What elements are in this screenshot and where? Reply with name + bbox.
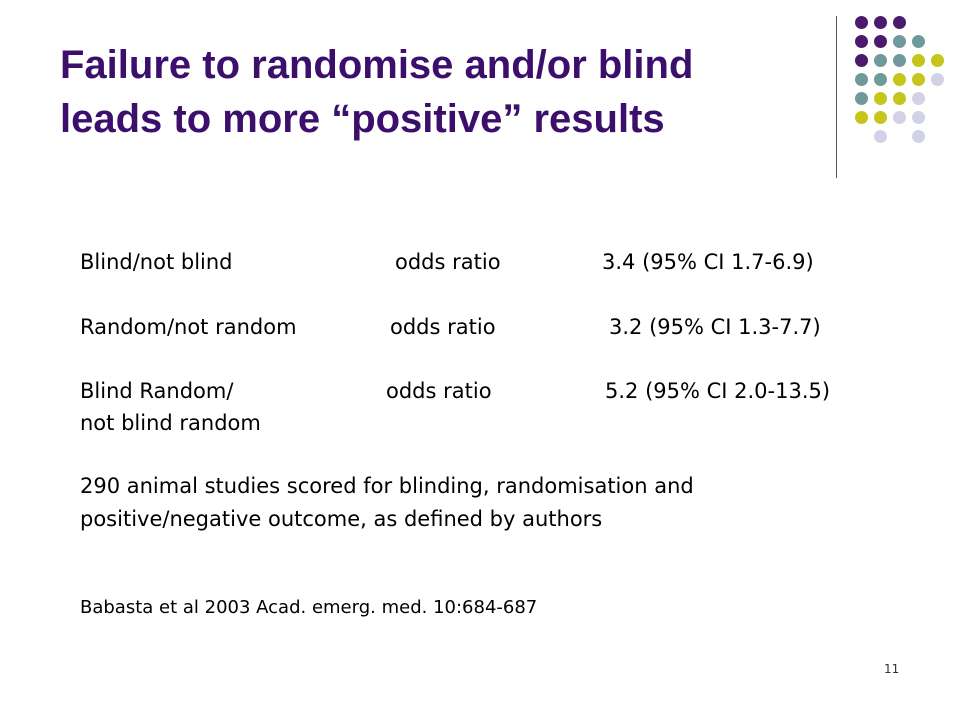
page-number: 11	[884, 662, 900, 676]
decorative-dot	[855, 92, 868, 105]
decorative-dot	[855, 73, 868, 86]
decorative-dot	[855, 54, 868, 67]
decorative-dot	[874, 35, 887, 48]
divider-line	[836, 16, 837, 178]
slide-title: Failure to randomise and/or blind leads …	[60, 38, 820, 146]
study-note-line-2: positive/negative outcome, as defined by…	[80, 507, 603, 531]
decorative-dot	[855, 16, 868, 29]
result-value: 3.4 (95% CI 1.7-6.9)	[602, 250, 814, 274]
result-row-random: Random/not random odds ratio 3.2 (95% CI…	[0, 311, 960, 343]
result-comparison: Blind Random/	[80, 379, 234, 403]
slide-title-line-2: leads to more “positive” results	[60, 97, 665, 141]
decorative-dot	[912, 111, 925, 124]
decorative-dot	[912, 35, 925, 48]
result-row-blind-random: Blind Random/ odds ratio 5.2 (95% CI 2.0…	[0, 375, 960, 407]
decorative-dot	[893, 16, 906, 29]
decorative-dot	[855, 35, 868, 48]
result-measure: odds ratio	[386, 379, 492, 403]
result-row-blind: Blind/not blind odds ratio 3.4 (95% CI 1…	[0, 246, 960, 278]
decorative-dot	[893, 92, 906, 105]
decorative-dot	[874, 16, 887, 29]
decorative-dot	[874, 92, 887, 105]
decorative-dot	[874, 73, 887, 86]
decorative-dot	[931, 54, 944, 67]
decorative-dot	[912, 92, 925, 105]
result-measure: odds ratio	[395, 250, 501, 274]
result-comparison: Blind/not blind	[80, 250, 233, 274]
decorative-dot	[893, 54, 906, 67]
decorative-dot	[893, 73, 906, 86]
decorative-dot	[893, 111, 906, 124]
result-comparison-line-2: not blind random	[80, 411, 261, 435]
decorative-dot	[874, 130, 887, 143]
citation: Babasta et al 2003 Acad. emerg. med. 10:…	[80, 597, 538, 618]
decorative-dot	[893, 35, 906, 48]
decorative-dot	[912, 73, 925, 86]
decorative-dot	[912, 130, 925, 143]
study-note-line-1: 290 animal studies scored for blinding, …	[80, 474, 694, 498]
decorative-dot	[874, 111, 887, 124]
decorative-dot	[874, 54, 887, 67]
result-value: 3.2 (95% CI 1.3-7.7)	[609, 315, 821, 339]
decorative-dot	[912, 54, 925, 67]
result-value: 5.2 (95% CI 2.0-13.5)	[605, 379, 831, 403]
slide-title-line-1: Failure to randomise and/or blind	[60, 43, 694, 87]
result-measure: odds ratio	[390, 315, 496, 339]
decorative-dot	[931, 73, 944, 86]
decorative-dot	[855, 111, 868, 124]
result-row-blind-random-cont: not blind random	[0, 407, 960, 439]
result-comparison: Random/not random	[80, 315, 297, 339]
